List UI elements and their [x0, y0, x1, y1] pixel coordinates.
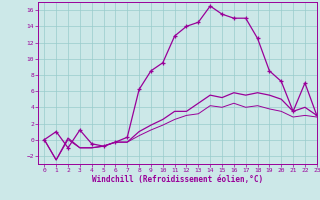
X-axis label: Windchill (Refroidissement éolien,°C): Windchill (Refroidissement éolien,°C) [92, 175, 263, 184]
